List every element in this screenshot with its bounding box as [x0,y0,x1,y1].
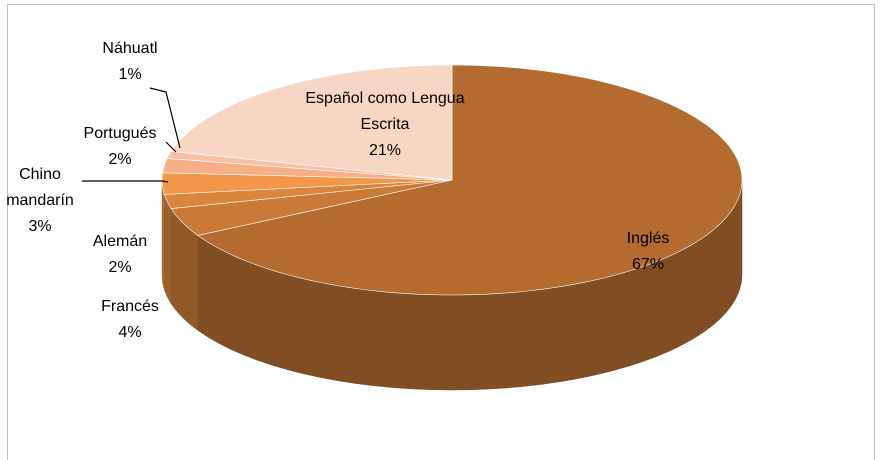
category-label: Alemán [92,233,148,250]
category-label: Francés [101,298,159,315]
slice [161,172,453,195]
slice [197,64,743,296]
category-label: Náhuatl [102,40,158,57]
slice [163,179,453,209]
chart-border [7,4,875,460]
value-label: 2% [108,151,132,168]
value-label: 1% [118,66,142,83]
category-label: Chino mandarín [6,166,74,209]
data-label: Portugués 2% [65,121,175,173]
value-label: 67% [631,256,665,273]
leader-line [149,87,181,149]
data-label: Inglés 67% [598,226,698,278]
data-label: Francés 4% [85,294,175,346]
data-label: Alemán 2% [80,229,160,281]
category-label: Portugués [83,125,157,142]
leader-line [165,141,177,153]
value-label: 4% [118,324,142,341]
category-label: Inglés [626,230,670,247]
leader-line [82,180,169,183]
category-label: Español como Lengua Escrita [305,90,465,133]
data-label: Español como Lengua Escrita 21% [300,86,470,164]
slice [170,64,453,181]
slice [170,179,453,236]
data-label: Chino mandarín 3% [0,162,80,240]
data-label: Náhuatl 1% [85,36,175,88]
value-label: 21% [368,142,402,159]
value-label: 3% [28,218,52,235]
value-label: 2% [108,259,132,276]
slice-side [161,179,165,290]
slice-side [164,194,172,305]
